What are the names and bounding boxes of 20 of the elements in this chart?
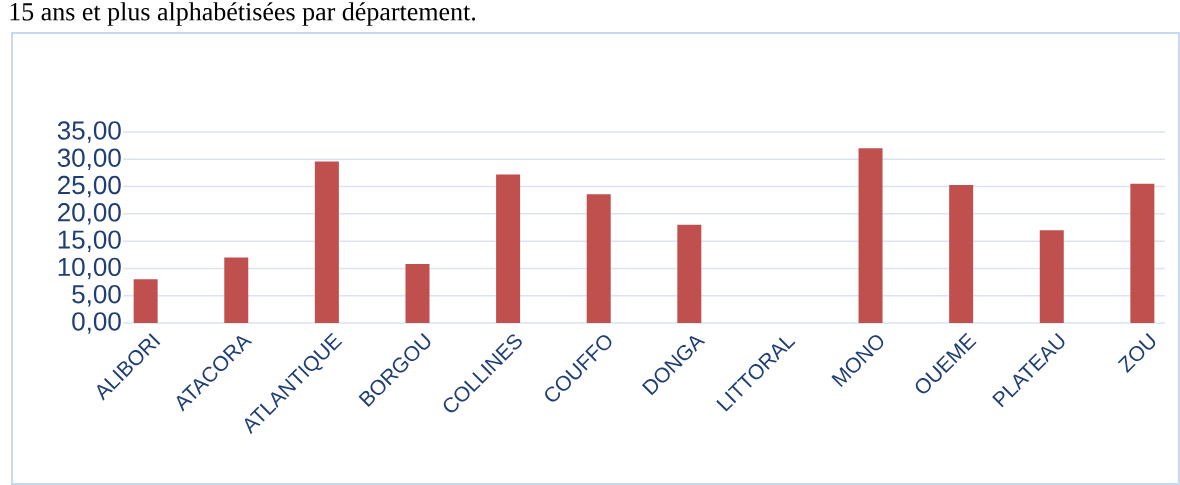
y-tick-label: 10,00 <box>58 257 121 280</box>
bar <box>1039 230 1064 323</box>
bar <box>677 224 702 323</box>
bar <box>405 264 430 323</box>
bar <box>496 174 521 323</box>
bar <box>586 194 611 323</box>
bar <box>949 184 974 323</box>
y-tick-label: 15,00 <box>58 230 121 252</box>
y-tick-label: 35,00 <box>57 121 121 143</box>
bar <box>1130 183 1155 323</box>
y-tick-label: 5,00 <box>72 284 121 307</box>
y-tick-label: 20,00 <box>58 203 121 225</box>
bar <box>133 279 158 323</box>
bar <box>224 257 249 323</box>
bar <box>858 148 883 323</box>
y-tick-label: 30,00 <box>57 148 121 171</box>
bar <box>314 161 339 323</box>
y-tick-label: 0,00 <box>72 312 121 334</box>
y-tick-label: 25,00 <box>58 175 121 198</box>
text: 15 ans et plus alphabétisées par département. <box>10 2 476 26</box>
